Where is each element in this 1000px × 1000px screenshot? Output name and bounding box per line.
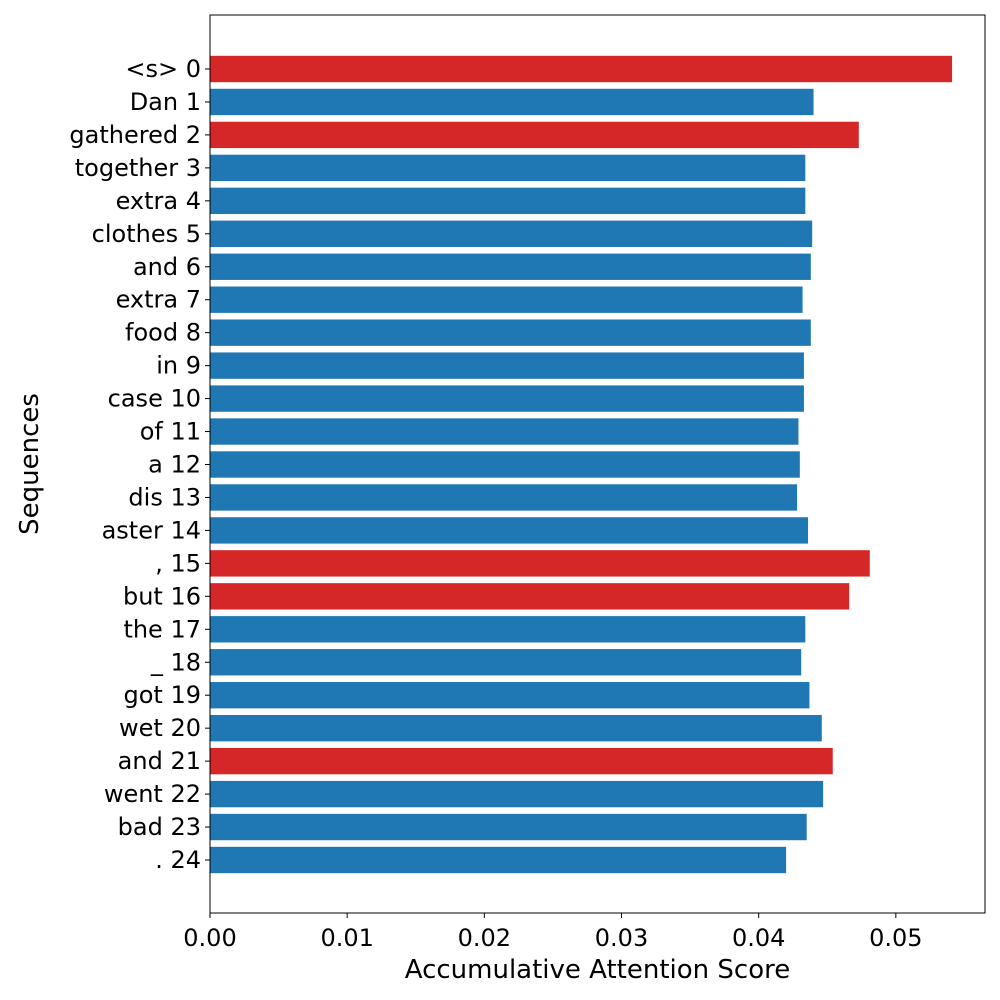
bar-11 bbox=[210, 418, 799, 445]
bar-21 bbox=[210, 747, 833, 775]
y-tick-label-3: together 3 bbox=[75, 154, 201, 182]
y-tick-label-2: gathered 2 bbox=[69, 121, 201, 149]
y-tick-label-18: _ 18 bbox=[150, 648, 201, 676]
y-tick-label-7: extra 7 bbox=[116, 286, 201, 314]
y-tick-label-12: a 12 bbox=[148, 451, 201, 479]
bar-20 bbox=[210, 714, 822, 742]
y-axis-ticks: <s> 0 Dan 1 gathered 2 together 3 extra 4 clo… bbox=[69, 55, 210, 874]
bar-18 bbox=[210, 649, 802, 676]
y-tick-label-22: went 22 bbox=[104, 780, 201, 808]
x-tick-label-5: 0.05 bbox=[869, 924, 922, 952]
x-tick-label-2: 0.02 bbox=[458, 924, 511, 952]
bar-16 bbox=[210, 583, 850, 610]
y-tick-label-4: extra 4 bbox=[116, 187, 201, 215]
y-tick-label-14: aster 14 bbox=[102, 516, 201, 544]
x-tick-label-4: 0.04 bbox=[732, 924, 785, 952]
x-axis-ticks: 0.00 0.01 0.02 0.03 0.04 0.05 bbox=[183, 913, 923, 952]
bar-14 bbox=[210, 517, 809, 544]
bar-15 bbox=[210, 550, 870, 577]
bar-1 bbox=[210, 88, 814, 116]
bar-4 bbox=[210, 187, 806, 215]
bar-5 bbox=[210, 220, 813, 247]
y-tick-label-5: clothes 5 bbox=[92, 220, 201, 248]
y-tick-label-8: food 8 bbox=[125, 319, 201, 347]
bar-0 bbox=[210, 55, 953, 83]
x-tick-label-0: 0.00 bbox=[183, 924, 236, 952]
y-tick-label-20: wet 20 bbox=[119, 714, 201, 742]
bar-12 bbox=[210, 451, 800, 478]
bar-17 bbox=[210, 616, 806, 643]
bar-13 bbox=[210, 484, 798, 511]
y-tick-label-19: got 19 bbox=[124, 681, 202, 709]
y-tick-label-21: and 21 bbox=[118, 747, 201, 775]
y-tick-label-9: in 9 bbox=[156, 352, 201, 380]
x-axis-label: Accumulative Attention Score bbox=[405, 955, 791, 985]
x-tick-label-3: 0.03 bbox=[595, 924, 648, 952]
bar-3 bbox=[210, 154, 806, 182]
y-tick-label-15: , 15 bbox=[155, 549, 201, 577]
y-tick-label-10: case 10 bbox=[108, 385, 201, 413]
bar-24 bbox=[210, 846, 787, 874]
bar-8 bbox=[210, 319, 811, 346]
bar-10 bbox=[210, 385, 804, 412]
bar-7 bbox=[210, 286, 803, 313]
y-tick-label-6: and 6 bbox=[133, 253, 201, 281]
plot-frame bbox=[209, 14, 986, 914]
bar-23 bbox=[210, 813, 807, 841]
y-tick-label-0: <s> 0 bbox=[125, 55, 201, 83]
bar-19 bbox=[210, 682, 810, 709]
y-tick-label-13: dis 13 bbox=[128, 483, 201, 511]
y-tick-label-23: bad 23 bbox=[118, 813, 201, 841]
bar-22 bbox=[210, 780, 824, 808]
y-tick-label-24: . 24 bbox=[155, 846, 201, 874]
x-tick-label-1: 0.01 bbox=[320, 924, 373, 952]
y-tick-label-17: the 17 bbox=[123, 615, 201, 643]
bar-6 bbox=[210, 253, 811, 280]
y-axis-label: Sequences bbox=[15, 393, 45, 535]
bar-9 bbox=[210, 352, 804, 379]
bars-group bbox=[210, 55, 953, 874]
bar-2 bbox=[210, 121, 859, 149]
y-tick-label-11: of 11 bbox=[140, 418, 201, 446]
y-tick-label-1: Dan 1 bbox=[130, 88, 201, 116]
y-tick-label-16: but 16 bbox=[123, 582, 201, 610]
